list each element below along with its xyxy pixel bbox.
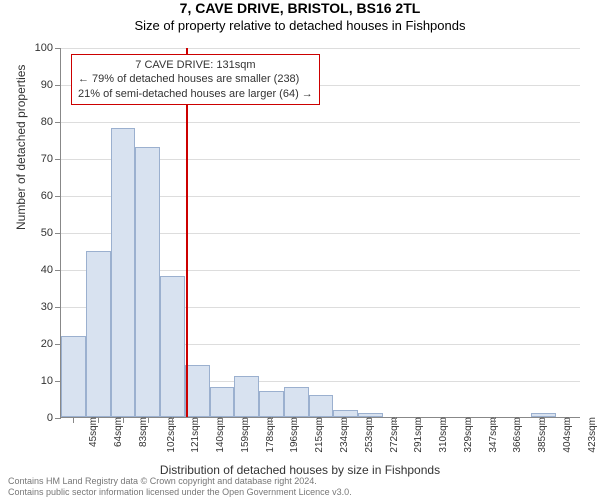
- x-tick-label: 83sqm: [134, 417, 149, 447]
- x-tick-label: 64sqm: [109, 417, 124, 447]
- x-tick-label: 196sqm: [285, 417, 300, 453]
- x-axis-title: Distribution of detached houses by size …: [0, 463, 600, 477]
- histogram-bar: [86, 251, 111, 418]
- histogram-bar: [111, 128, 136, 417]
- y-tick-label: 100: [35, 42, 61, 54]
- y-axis-title: Number of detached properties: [14, 65, 28, 230]
- histogram-bar: [61, 336, 86, 417]
- x-tick-label: 159sqm: [236, 417, 251, 453]
- x-tick-label: 45sqm: [84, 417, 99, 447]
- x-tick-label: 121sqm: [186, 417, 201, 453]
- x-tick-label: 329sqm: [459, 417, 474, 453]
- histogram-bar: [309, 395, 334, 417]
- x-tick-label: 404sqm: [558, 417, 573, 453]
- x-tick-label: 366sqm: [508, 417, 523, 453]
- histogram-bar: [333, 410, 358, 417]
- x-tick-label: 234sqm: [335, 417, 350, 453]
- histogram-bar: [259, 391, 284, 417]
- chart-subtitle: Size of property relative to detached ho…: [0, 18, 600, 33]
- y-tick-label: 60: [41, 190, 61, 202]
- x-tick-label: 423sqm: [582, 417, 597, 453]
- y-tick-label: 20: [41, 338, 61, 350]
- x-tick-label: 272sqm: [384, 417, 399, 453]
- y-tick-label: 10: [41, 375, 61, 387]
- x-tick-label: 215sqm: [310, 417, 325, 453]
- chart-title: 7, CAVE DRIVE, BRISTOL, BS16 2TL: [0, 0, 600, 16]
- x-tick-label: 102sqm: [161, 417, 176, 453]
- histogram-bar: [135, 147, 160, 417]
- y-tick-label: 0: [47, 412, 61, 424]
- x-tick-label: 385sqm: [533, 417, 548, 453]
- x-tick-label: 347sqm: [483, 417, 498, 453]
- annotation-line: ← 79% of detached houses are smaller (23…: [78, 72, 313, 86]
- histogram-bar: [284, 387, 309, 417]
- footer-attribution: Contains HM Land Registry data © Crown c…: [8, 476, 352, 498]
- annotation-line: 7 CAVE DRIVE: 131sqm: [78, 58, 313, 72]
- x-tick-label: 253sqm: [360, 417, 375, 453]
- y-tick-label: 50: [41, 227, 61, 239]
- histogram-bar: [185, 365, 210, 417]
- histogram-bar: [234, 376, 259, 417]
- y-tick-label: 90: [41, 79, 61, 91]
- y-tick-label: 30: [41, 301, 61, 313]
- x-tick-label: 140sqm: [211, 417, 226, 453]
- histogram-bar: [210, 387, 235, 417]
- y-tick-label: 40: [41, 264, 61, 276]
- footer-line-1: Contains HM Land Registry data © Crown c…: [8, 476, 352, 487]
- y-tick-label: 80: [41, 116, 61, 128]
- x-tick-label: 310sqm: [434, 417, 449, 453]
- x-tick-label: 178sqm: [260, 417, 275, 453]
- y-tick-label: 70: [41, 153, 61, 165]
- annotation-box: 7 CAVE DRIVE: 131sqm← 79% of detached ho…: [71, 54, 320, 105]
- histogram-bar: [160, 276, 185, 417]
- footer-line-2: Contains public sector information licen…: [8, 487, 352, 498]
- chart-plot-area: 0102030405060708090100 45sqm64sqm83sqm10…: [60, 48, 580, 418]
- x-tick-label: 291sqm: [409, 417, 424, 453]
- annotation-line: 21% of semi-detached houses are larger (…: [78, 87, 313, 101]
